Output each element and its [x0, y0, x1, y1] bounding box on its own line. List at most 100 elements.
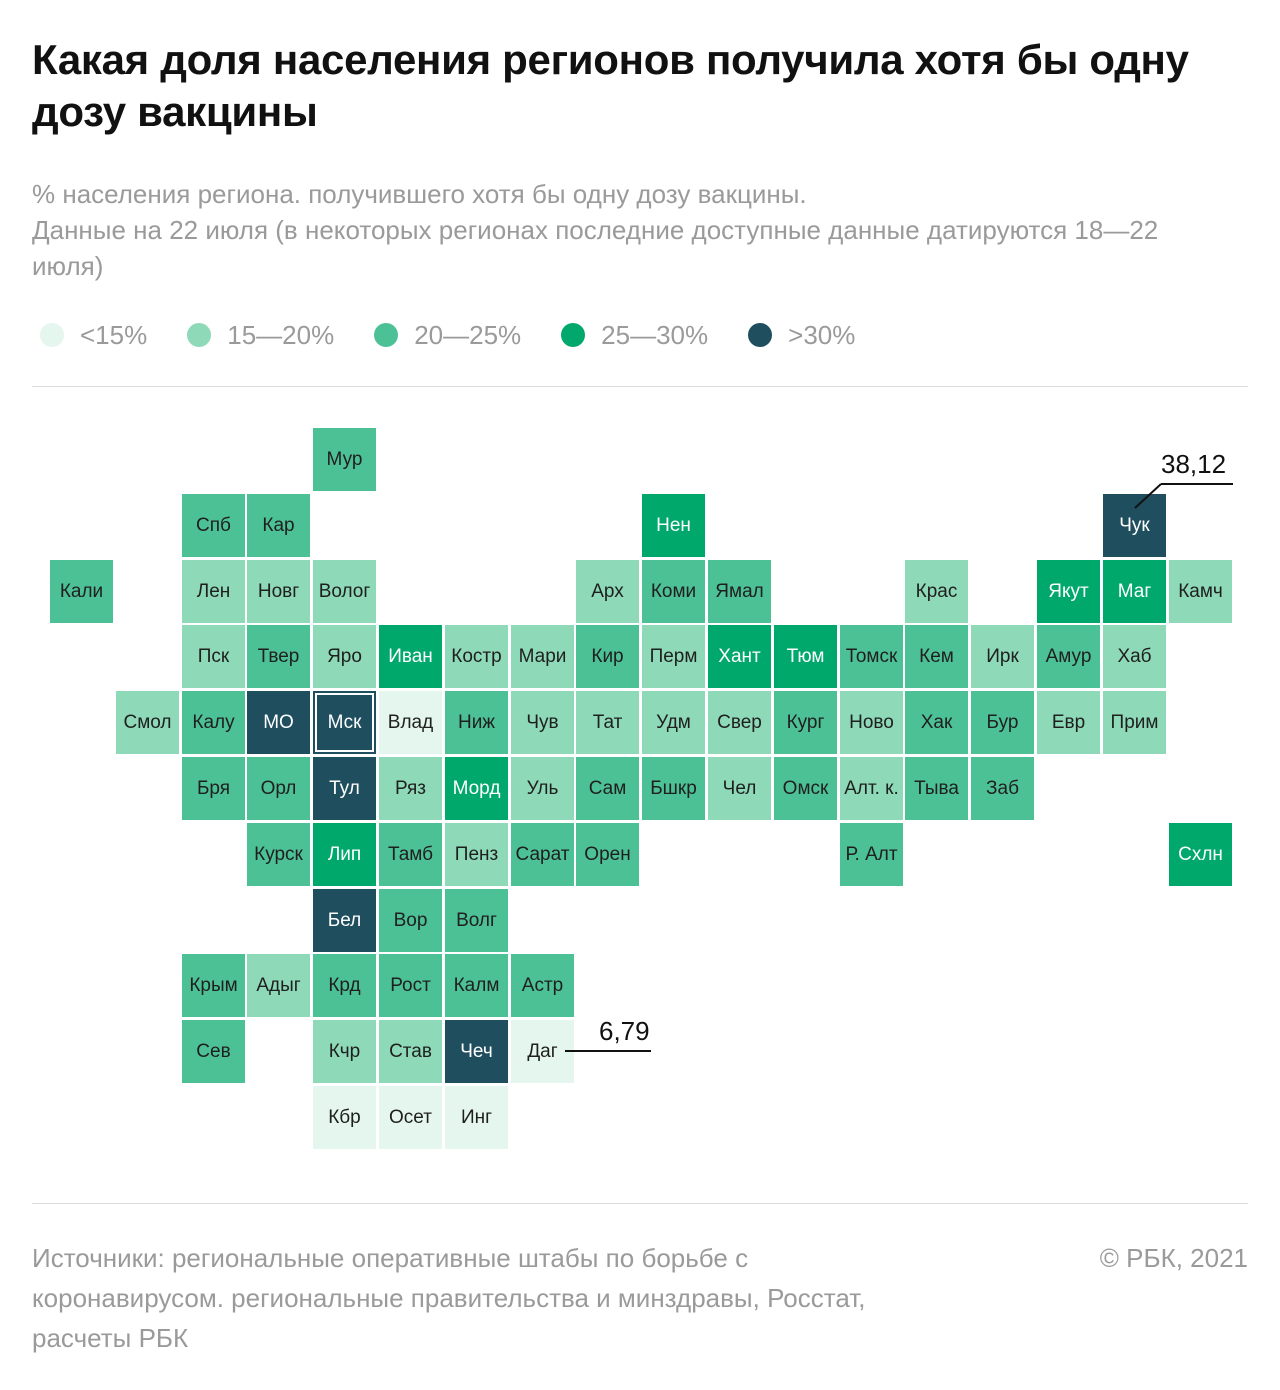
region-tile: Хак [905, 691, 968, 754]
legend-item-20-25: 20—25% [374, 320, 521, 351]
region-tile: Костр [445, 625, 508, 688]
region-tile: Орен [576, 823, 639, 886]
bottom-divider [32, 1203, 1248, 1204]
region-tile: Адыг [247, 954, 310, 1017]
chart-subtitle: % населения региона. получившего хотя бы… [32, 176, 1232, 284]
region-tile: Свер [708, 691, 771, 754]
region-tile: Ряз [379, 757, 442, 820]
region-tile: Пск [182, 625, 245, 688]
region-tile: Чел [708, 757, 771, 820]
region-tile: Кчр [313, 1020, 376, 1083]
region-tile: Якут [1037, 560, 1100, 623]
region-tile: Бря [182, 757, 245, 820]
region-tile: Мари [511, 625, 574, 688]
region-tile: Крым [182, 954, 245, 1017]
region-tile: МО [247, 691, 310, 754]
region-tile: Влад [379, 691, 442, 754]
region-tile: Морд [445, 757, 508, 820]
region-tile: Алт. к. [840, 757, 903, 820]
region-tile: Чеч [445, 1020, 508, 1083]
region-tile: Инг [445, 1086, 508, 1149]
legend-dot-icon [561, 323, 586, 347]
region-tile: Томск [840, 625, 903, 688]
callout-rule-min [565, 1050, 651, 1052]
legend-item-over-30: >30% [748, 320, 855, 351]
legend: <15% 15—20% 20—25% 25—30% >30% [40, 318, 895, 352]
legend-label: >30% [788, 319, 856, 350]
region-tile: Крас [905, 560, 968, 623]
region-tile: Орл [247, 757, 310, 820]
region-tile: Иван [379, 625, 442, 688]
region-tile: Спб [182, 494, 245, 557]
region-tile: Рост [379, 954, 442, 1017]
region-tile: Кург [774, 691, 837, 754]
subtitle-line-2: Данные на 22 июля (в некоторых регионах … [32, 215, 1159, 281]
region-tile: Омск [774, 757, 837, 820]
region-tile: Евр [1037, 691, 1100, 754]
legend-item-25-30: 25—30% [561, 320, 708, 351]
copyright: © РБК, 2021 [1099, 1243, 1248, 1273]
region-tile: Калм [445, 954, 508, 1017]
region-tile: Волг [445, 889, 508, 952]
legend-label: 25—30% [601, 319, 709, 350]
region-tile: Мск [313, 691, 376, 754]
region-tile: Сев [182, 1020, 245, 1083]
top-divider [32, 386, 1248, 387]
region-tile: Ниж [445, 691, 508, 754]
region-tile: Бшкр [642, 757, 705, 820]
legend-dot-icon [40, 323, 64, 347]
region-tile: Лип [313, 823, 376, 886]
region-tile: Калу [182, 691, 245, 754]
region-tile: Тул [313, 757, 376, 820]
region-tile: Кбр [313, 1086, 376, 1149]
region-tile: Тат [576, 691, 639, 754]
region-tile: Удм [642, 691, 705, 754]
region-tile: Астр [511, 954, 574, 1017]
region-tile: Даг [511, 1020, 574, 1083]
legend-dot-icon [374, 323, 399, 347]
region-tile: Кали [50, 560, 113, 623]
region-tile: Схлн [1169, 823, 1232, 886]
region-tile: Сарат [511, 823, 574, 886]
region-tile: Кар [247, 494, 310, 557]
callout-value-max: 38,12 [1161, 449, 1227, 479]
region-tile: Хант [708, 625, 771, 688]
region-tile: Камч [1169, 560, 1232, 623]
region-tile: Тыва [905, 757, 968, 820]
legend-label: 15—20% [227, 319, 335, 350]
region-tile: Бур [971, 691, 1034, 754]
region-tile: Ямал [708, 560, 771, 623]
region-tile: Волог [313, 560, 376, 623]
legend-label: 20—25% [414, 319, 522, 350]
region-tile: Лен [182, 560, 245, 623]
region-tile: Тюм [774, 625, 837, 688]
region-tile: Р. Алт [840, 823, 903, 886]
legend-dot-icon [187, 323, 212, 347]
callout-value-min: 6,79 [599, 1016, 650, 1046]
region-tile: Тамб [379, 823, 442, 886]
region-tile: Заб [971, 757, 1034, 820]
region-tile: Ирк [971, 625, 1034, 688]
region-tile: Осет [379, 1086, 442, 1149]
region-tile: Крд [313, 954, 376, 1017]
callout-rule-max [1161, 483, 1233, 485]
region-tile: Перм [642, 625, 705, 688]
region-tile: Курск [247, 823, 310, 886]
region-tile: Смол [116, 691, 179, 754]
region-tile: Прим [1103, 691, 1166, 754]
region-tile: Нен [642, 494, 705, 557]
region-tile: Арх [576, 560, 639, 623]
region-tile: Твер [247, 625, 310, 688]
region-tile: Уль [511, 757, 574, 820]
legend-dot-icon [748, 323, 773, 347]
region-tile: Вор [379, 889, 442, 952]
legend-label: <15% [80, 319, 148, 350]
region-tile: Бел [313, 889, 376, 952]
source-note: Источники: региональные оперативные штаб… [32, 1243, 866, 1353]
region-tile: Новг [247, 560, 310, 623]
region-tile: Хаб [1103, 625, 1166, 688]
region-tile: Кир [576, 625, 639, 688]
region-tile: Маг [1103, 560, 1166, 623]
chart-title: Какая доля населения регионов получила х… [32, 36, 1189, 135]
